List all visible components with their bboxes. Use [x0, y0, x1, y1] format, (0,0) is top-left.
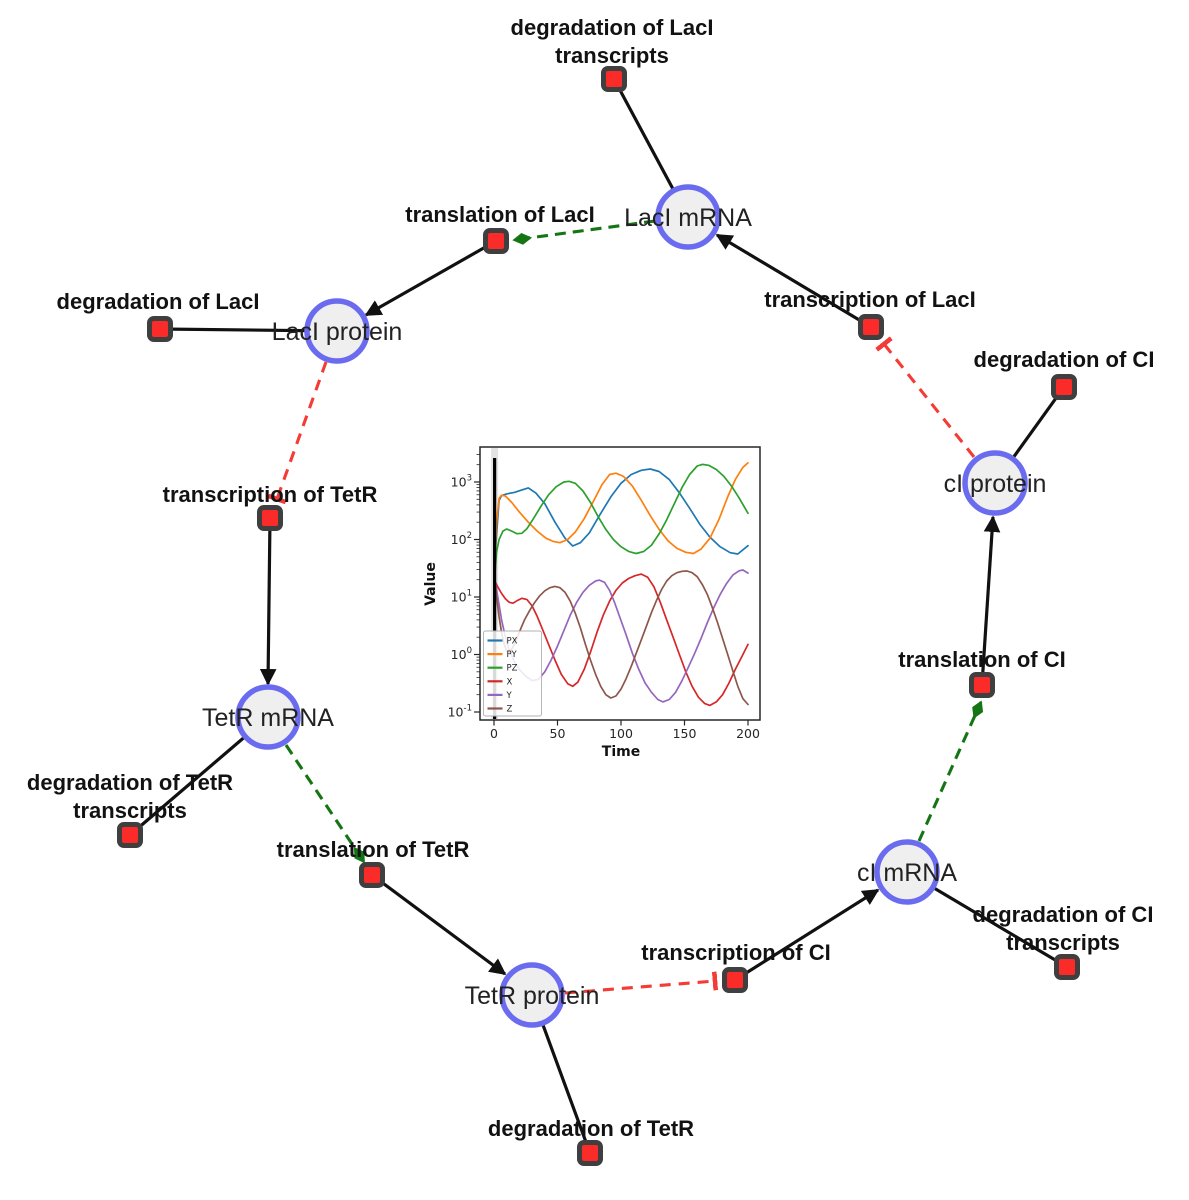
edge-laci-mrna-activates-translation — [512, 219, 656, 245]
chart-y-tick-label: 103 — [451, 474, 472, 490]
reaction-label-degradation-of-tetr-transcripts-2: transcripts — [73, 798, 187, 823]
chart-y-tick-label: 100 — [451, 646, 472, 662]
reaction-node-transcription-of-laci — [858, 314, 884, 340]
species-node-ci-mrna — [874, 839, 940, 905]
chart-x-axis-title: Time — [602, 744, 640, 760]
species-label-laci-mrna: LacI mRNA — [624, 204, 752, 232]
chart-x-tick-label: 100 — [609, 726, 633, 741]
chart-curve-X — [493, 573, 749, 707]
reaction-label-degradation-of-tetr: degradation of TetR — [488, 1116, 694, 1141]
reaction-label-translation-of-ci: translation of CI — [898, 647, 1065, 672]
reaction-label-translation-of-tetr: translation of TetR — [277, 837, 470, 862]
reaction-node-degradation-of-laci — [147, 316, 173, 342]
species-nodes — [235, 184, 1028, 1028]
edges — [128, 78, 1068, 1154]
species-label-ci-mrna: cI mRNA — [857, 859, 957, 887]
labels: LacI mRNA LacI protein cI protein TetR m… — [27, 15, 1155, 1141]
reaction-node-transcription-of-tetr — [257, 505, 283, 531]
reaction-node-translation-of-ci — [969, 672, 995, 698]
reaction-label-degradation-of-ci: degradation of CI — [974, 347, 1155, 372]
edge-laci-protein-represses-tetr-transcription — [267, 361, 328, 505]
reaction-label-degradation-of-ci-transcripts-1: degradation of CI — [973, 902, 1154, 927]
species-node-tetr-mrna — [235, 684, 301, 750]
chart-y-tick-label: 101 — [451, 589, 472, 605]
legend-label-PZ: PZ — [507, 664, 518, 674]
chart-y-tick-label: 102 — [451, 531, 472, 547]
reaction-label-degradation-of-tetr-transcripts-1: degradation of TetR — [27, 770, 233, 795]
chart-curve-Z — [493, 570, 749, 706]
edge-translation-laci-to-protein — [364, 239, 497, 317]
edge-translation-ci-to-protein — [980, 515, 1001, 686]
species-label-tetr-mrna: TetR mRNA — [202, 704, 334, 732]
edge-tetr-mrna-activates-translation — [284, 744, 366, 864]
legend-label-Z: Z — [507, 705, 513, 715]
reaction-label-degradation-of-laci-transcripts-2: transcripts — [555, 43, 669, 68]
chart-curve-PY — [493, 462, 749, 581]
reaction-node-degradation-of-ci — [1051, 374, 1077, 400]
chart-x-tick-label: 0 — [490, 726, 498, 741]
edge-transcription-ci-to-mrna — [734, 888, 880, 982]
chart-curve-PX — [493, 468, 749, 575]
inset-chart: Time Value 0 50 100 150 200 10-1 100 101 102 103 P… — [423, 446, 761, 760]
reaction-node-translation-of-laci — [483, 228, 509, 254]
legend-label-PY: PY — [507, 650, 518, 660]
reaction-node-translation-of-tetr — [359, 862, 385, 888]
reaction-node-degradation-of-tetr — [577, 1140, 603, 1166]
chart-x-tick-label: 50 — [550, 726, 566, 741]
reaction-label-transcription-of-ci: transcription of CI — [641, 940, 830, 965]
reaction-node-degradation-of-ci-transcripts — [1054, 954, 1080, 980]
reaction-label-transcription-of-tetr: transcription of TetR — [163, 482, 378, 507]
edge-ci-mrna-activates-translation — [917, 700, 984, 842]
edge-tetr-protein-represses-ci-transcription — [564, 971, 719, 995]
edge-transcription-tetr-to-mrna — [259, 517, 277, 686]
legend-label-X: X — [507, 677, 513, 687]
reaction-label-translation-of-laci: translation of LacI — [405, 202, 594, 227]
reaction-label-degradation-of-ci-transcripts-2: transcripts — [1006, 930, 1120, 955]
edge-translation-tetr-to-protein — [371, 873, 507, 976]
edge-ci-protein-represses-laci-transcription — [875, 336, 976, 458]
reaction-label-transcription-of-laci: transcription of LacI — [764, 287, 975, 312]
reaction-node-degradation-of-tetr-transcripts — [117, 822, 143, 848]
reaction-label-degradation-of-laci-transcripts-1: degradation of LacI — [511, 15, 714, 40]
reaction-label-degradation-of-laci: degradation of LacI — [57, 289, 260, 314]
chart-x-tick-label: 200 — [736, 726, 760, 741]
edge-transcription-laci-to-mrna — [715, 233, 872, 329]
chart-y-tick-label: 10-1 — [448, 704, 472, 720]
chart-x-tick-label: 150 — [673, 726, 697, 741]
species-label-tetr-protein: TetR protein — [465, 982, 600, 1010]
species-label-ci-protein: cI protein — [944, 470, 1047, 498]
species-node-tetr-protein — [499, 962, 565, 1028]
chart-y-axis-title: Value — [423, 562, 439, 606]
reaction-node-transcription-of-ci — [722, 967, 748, 993]
species-label-laci-protein: LacI protein — [272, 318, 403, 346]
reaction-nodes — [117, 66, 1080, 1166]
species-node-laci-protein — [304, 298, 370, 364]
legend-label-Y: Y — [506, 691, 513, 701]
species-node-laci-mrna — [655, 184, 721, 250]
species-node-ci-protein — [962, 450, 1028, 516]
legend-label-PX: PX — [507, 637, 518, 647]
reaction-node-degradation-of-laci-transcripts — [601, 66, 627, 92]
chart-curve-PZ — [493, 463, 749, 588]
